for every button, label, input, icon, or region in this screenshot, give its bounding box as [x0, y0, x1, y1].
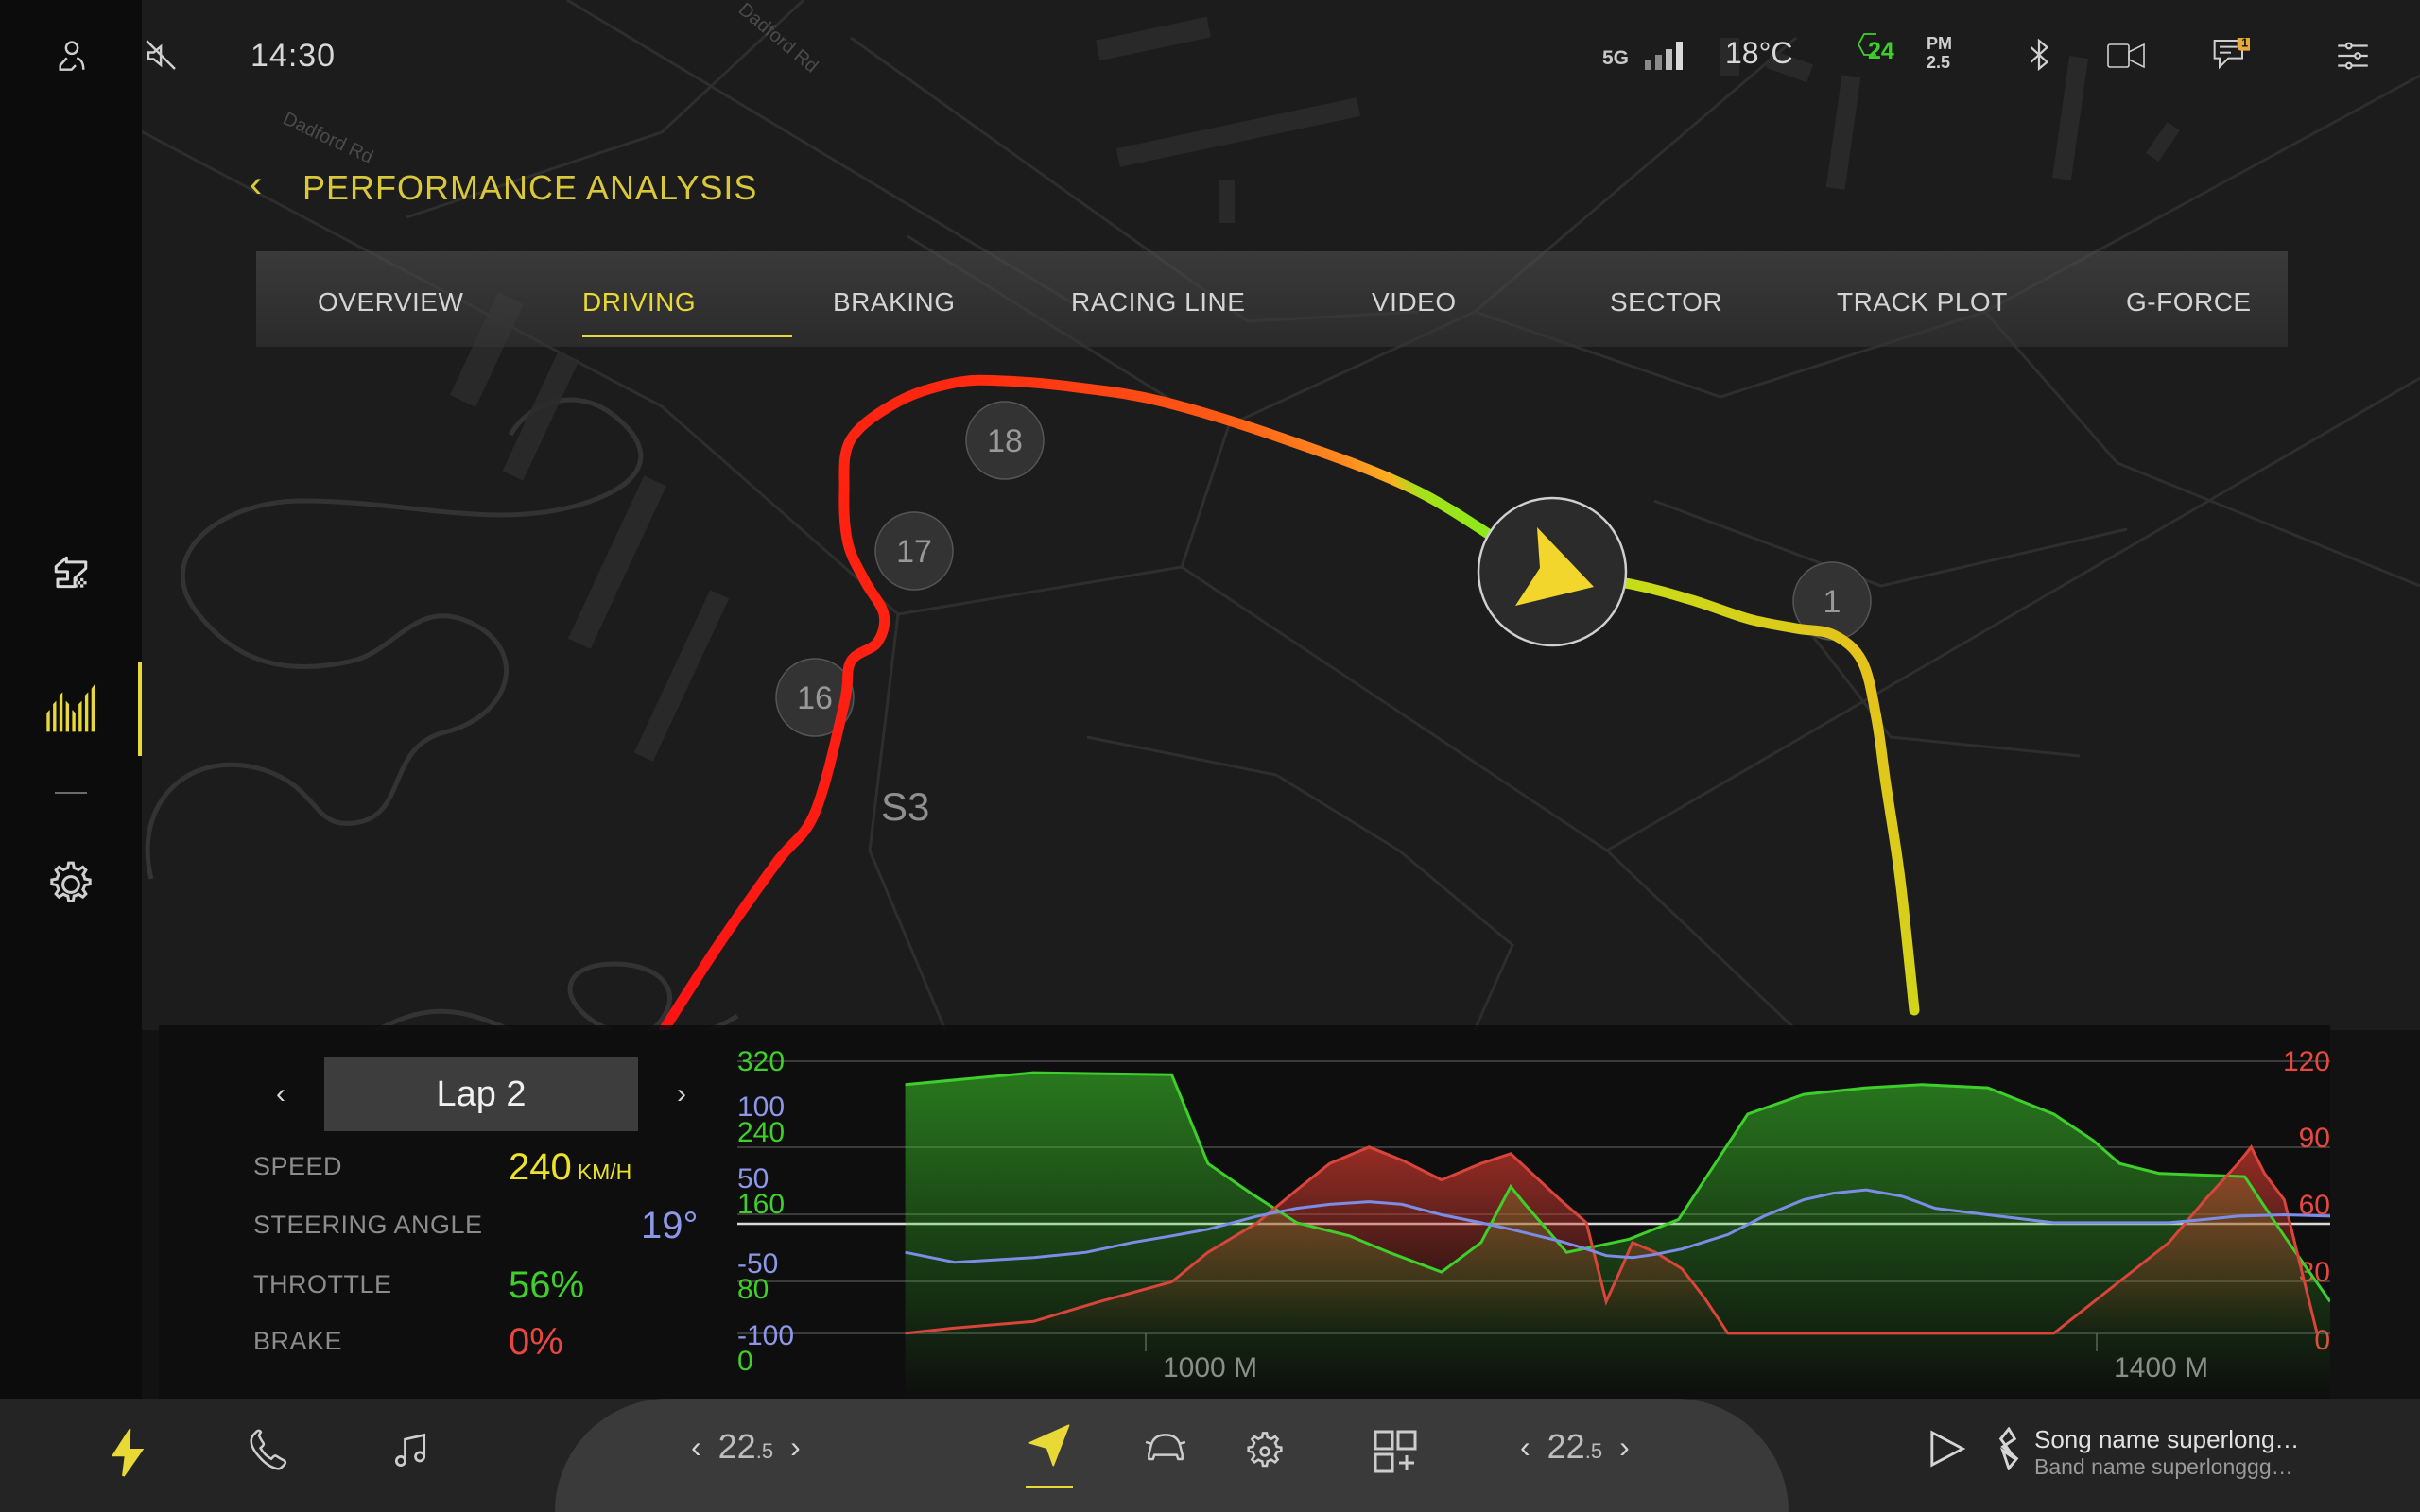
svg-text:0: 0: [737, 1346, 753, 1377]
svg-text:160: 160: [737, 1189, 785, 1220]
svg-text:240: 240: [737, 1117, 785, 1148]
svg-text:120: 120: [2283, 1046, 2330, 1077]
svg-text:320: 320: [737, 1046, 785, 1077]
svg-text:1: 1: [2241, 38, 2248, 50]
svg-text:80: 80: [737, 1274, 769, 1305]
svg-text:90: 90: [2299, 1123, 2330, 1154]
